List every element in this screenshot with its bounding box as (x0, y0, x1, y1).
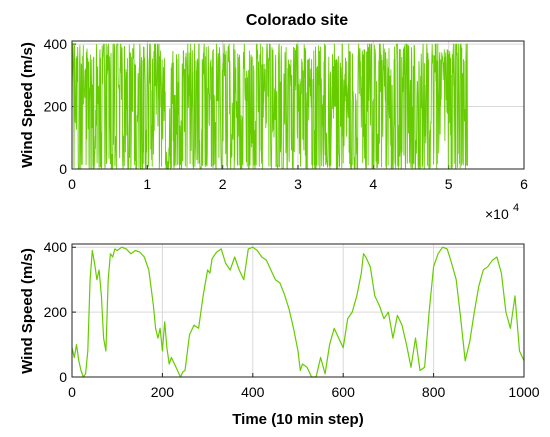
bottom-x-tick-label: 200 (151, 384, 175, 400)
top-y-tick-labels: 0 200 400 (44, 36, 68, 177)
top-x-tick-label: 1 (143, 176, 151, 192)
bottom-grid (71, 244, 525, 378)
top-x-tick-label: 2 (219, 176, 227, 192)
bottom-x-tick-label: 0 (68, 384, 76, 400)
bottom-x-axis-label: Time (10 min step) (232, 411, 363, 428)
bottom-x-tick-label: 800 (422, 384, 446, 400)
top-axes-frame (71, 40, 525, 170)
bottom-x-tick-label: 600 (332, 384, 356, 400)
top-x-tick-label: 4 (369, 176, 377, 192)
x-exponent-base: ×10 (485, 206, 509, 222)
top-x-tick-label: 6 (520, 176, 528, 192)
bottom-subplot: 0 200 400 600 800 1000 0 200 400 Wind Speed (m/… (19, 239, 540, 428)
top-x-tick-labels: 0 1 2 3 4 5 6 (68, 176, 528, 192)
top-subplot: Colorado site 0 1 2 3 4 5 6 0 200 400 Wind Speed… (19, 12, 528, 222)
top-x-tick-label: 5 (445, 176, 453, 192)
bottom-y-tick-label: 400 (44, 239, 68, 255)
chart-title: Colorado site (246, 12, 348, 29)
top-x-tick-label: 3 (294, 176, 302, 192)
bottom-axes-frame (71, 243, 525, 378)
bottom-x-tick-label: 1000 (508, 384, 539, 400)
top-series-line (71, 43, 468, 170)
bottom-series-wind-speed (71, 246, 525, 378)
x-exponent-label: ×10 4 (485, 202, 519, 222)
bottom-y-tick-label: 200 (44, 304, 68, 320)
x-exponent-power: 4 (513, 202, 519, 214)
top-y-axis-label: Wind Speed (m/s) (19, 42, 36, 168)
bottom-x-tick-labels: 0 200 400 600 800 1000 (68, 384, 540, 400)
bottom-series-line (71, 246, 525, 378)
bottom-y-tick-label: 0 (59, 369, 67, 385)
top-series-wind-speed (71, 43, 468, 170)
top-y-tick-label: 400 (44, 36, 68, 52)
bottom-y-tick-labels: 0 200 400 (44, 239, 68, 385)
bottom-y-axis-label: Wind Speed (m/s) (19, 248, 36, 374)
top-y-tick-label: 0 (59, 161, 67, 177)
bottom-x-tick-label: 400 (241, 384, 265, 400)
top-x-tick-label: 0 (68, 176, 76, 192)
top-y-tick-label: 200 (44, 99, 68, 115)
